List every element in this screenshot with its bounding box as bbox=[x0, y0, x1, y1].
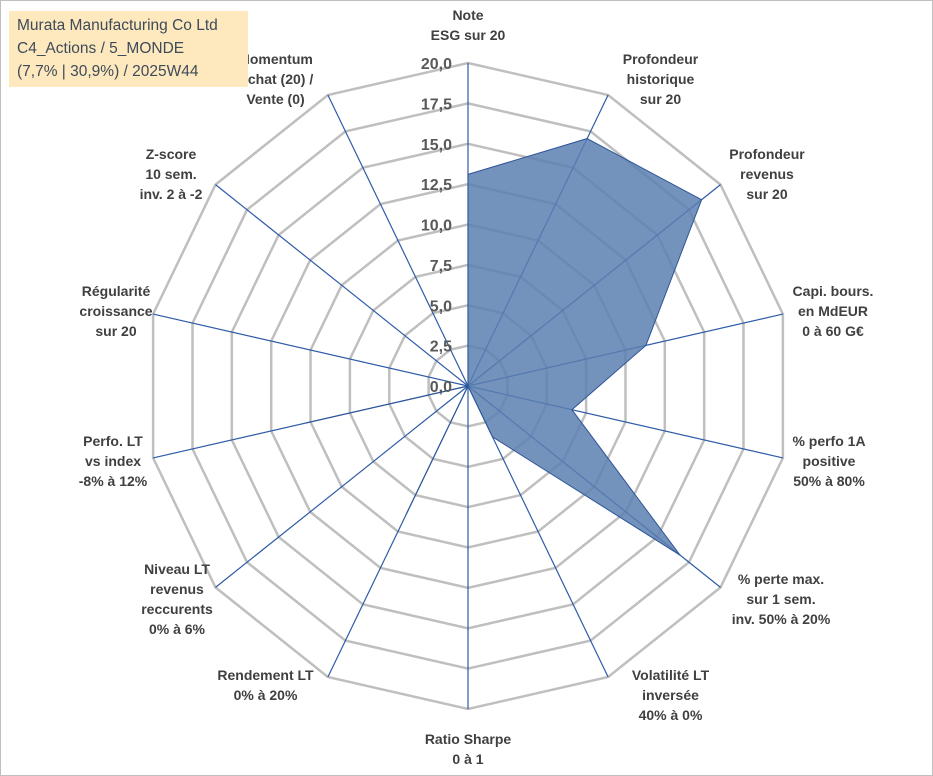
axis-label-line: Achat (20) / bbox=[238, 71, 314, 87]
axis-label: Rendement LT 0% à 20% bbox=[217, 667, 314, 703]
axis-spoke bbox=[152, 313, 469, 387]
portfolio-name: C4_Actions / 5_MONDE bbox=[17, 40, 185, 57]
axis-label-line: vs index bbox=[85, 453, 141, 469]
axis-label-line: 0% à 6% bbox=[149, 621, 206, 637]
tick-label: 20,0 bbox=[421, 56, 452, 73]
axis-label-line: 0 à 60 G€ bbox=[802, 323, 864, 339]
axis-spoke bbox=[215, 385, 469, 588]
axis-label: Note ESG sur 20 bbox=[431, 7, 506, 43]
tick-label: 7,5 bbox=[430, 258, 452, 275]
axis-label: Régularité croissance sur 20 bbox=[79, 283, 152, 339]
axis-label-line: inversée bbox=[642, 687, 699, 703]
axis-label-line: inv. 2 à -2 bbox=[140, 186, 203, 202]
axis-label-line: Niveau LT bbox=[144, 561, 210, 577]
axis-label-line: sur 1 sem. bbox=[746, 591, 815, 607]
axis-label: Profondeur historique sur 20 bbox=[623, 51, 699, 107]
axis-label: Capi. bours. en MdEUR 0 à 60 G€ bbox=[793, 283, 874, 339]
axis-label-line: en MdEUR bbox=[798, 303, 868, 319]
axis-label-line: historique bbox=[627, 71, 695, 87]
axis-label-line: sur 20 bbox=[746, 186, 787, 202]
axis-label-line: Profondeur bbox=[729, 146, 805, 162]
tick-label: 12,5 bbox=[421, 177, 452, 194]
axis-label: Ratio Sharpe 0 à 1 bbox=[425, 731, 512, 767]
axis-label-line: % perte max. bbox=[738, 571, 824, 587]
axis-label-line: Momentum bbox=[238, 51, 313, 67]
axis-label-line: Note bbox=[452, 7, 483, 23]
info-box: Murata Manufacturing Co Ltd C4_Actions /… bbox=[9, 11, 248, 87]
axis-label-line: croissance bbox=[79, 303, 152, 319]
axis-label-line: 0% à 20% bbox=[234, 687, 298, 703]
axis-label-line: reccurents bbox=[141, 601, 213, 617]
axis-label-line: revenus bbox=[150, 581, 204, 597]
performance-stats: (7,7% | 30,9%) / 2025W44 bbox=[17, 63, 199, 80]
axis-label: % perfo 1A positive 50% à 80% bbox=[792, 433, 865, 489]
axis-label-line: Ratio Sharpe bbox=[425, 731, 512, 747]
axis-label: % perte max. sur 1 sem. inv. 50% à 20% bbox=[732, 571, 831, 627]
axis-label-line: Z-score bbox=[146, 146, 197, 162]
axis-label: Profondeur revenus sur 20 bbox=[729, 146, 805, 202]
series-area bbox=[305, 138, 703, 556]
axis-spoke bbox=[215, 184, 469, 387]
tick-label: 17,5 bbox=[421, 96, 452, 113]
axis-label-line: revenus bbox=[740, 166, 794, 182]
axis-label-line: positive bbox=[803, 453, 856, 469]
axis-label-line: 10 sem. bbox=[145, 166, 196, 182]
axis-label-line: sur 20 bbox=[95, 323, 136, 339]
axis-label: Niveau LT revenus reccurents 0% à 6% bbox=[141, 561, 213, 637]
axis-label-line: 0 à 1 bbox=[452, 751, 483, 767]
axis-label: Z-score 10 sem. inv. 2 à -2 bbox=[140, 146, 203, 202]
label-layer: Note ESG sur 20 Profondeur historique sur 20… bbox=[79, 7, 874, 767]
axis-label-line: sur 20 bbox=[640, 91, 681, 107]
axis-label-line: Vente (0) bbox=[246, 91, 304, 107]
axis-label-line: -8% à 12% bbox=[79, 473, 148, 489]
axis-label-line: 50% à 80% bbox=[793, 473, 865, 489]
tick-label: 0,0 bbox=[430, 379, 452, 396]
tick-layer: 0,0 2,5 5,0 7,5 10,0 12,5 15,0 17,5 20,0 bbox=[421, 56, 452, 396]
axis-label-line: Régularité bbox=[82, 283, 151, 299]
axis-label-line: Perfo. LT bbox=[83, 433, 143, 449]
axis-label-line: Rendement LT bbox=[217, 667, 314, 683]
axis-label-line: % perfo 1A bbox=[792, 433, 865, 449]
axis-label-line: ESG sur 20 bbox=[431, 27, 506, 43]
axis-label-line: inv. 50% à 20% bbox=[732, 611, 831, 627]
series-layer bbox=[305, 138, 703, 556]
tick-label: 2,5 bbox=[430, 339, 452, 356]
axis-label: Perfo. LT vs index -8% à 12% bbox=[79, 433, 148, 489]
tick-label: 5,0 bbox=[430, 298, 452, 315]
axis-label: Volatilité LT inversée 40% à 0% bbox=[632, 667, 710, 723]
company-name: Murata Manufacturing Co Ltd bbox=[17, 17, 218, 34]
axis-label-line: Volatilité LT bbox=[632, 667, 710, 683]
tick-label: 10,0 bbox=[421, 218, 452, 235]
axis-spoke bbox=[327, 94, 469, 387]
axis-label: Momentum Achat (20) / Vente (0) bbox=[238, 51, 314, 107]
axis-label-line: 40% à 0% bbox=[639, 707, 703, 723]
axis-label-line: Capi. bours. bbox=[793, 283, 874, 299]
axis-label-line: Profondeur bbox=[623, 51, 699, 67]
tick-label: 15,0 bbox=[421, 137, 452, 154]
